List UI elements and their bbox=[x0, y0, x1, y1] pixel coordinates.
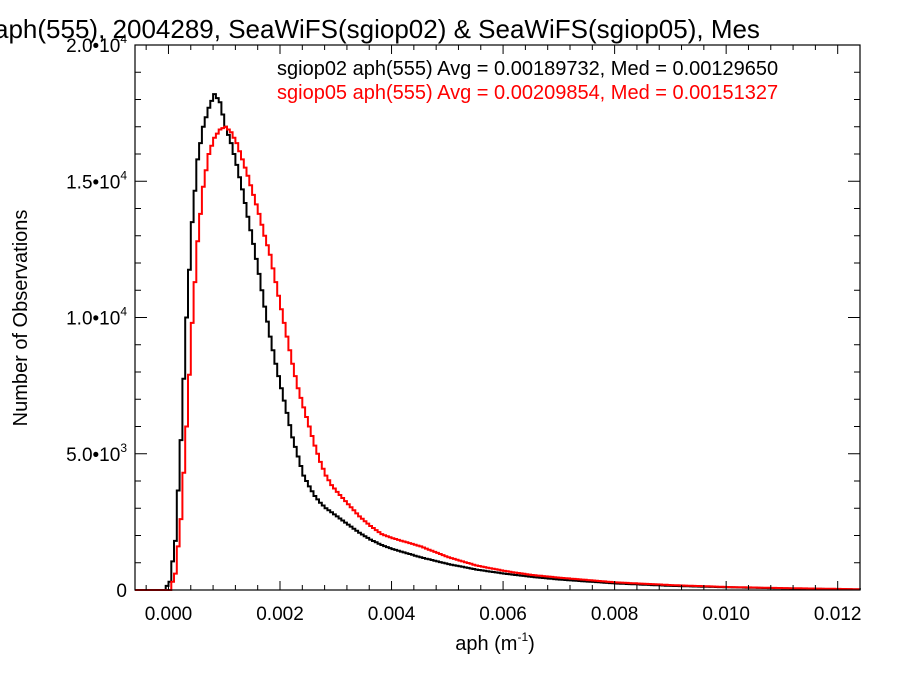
y-tick-exponent: 4 bbox=[120, 32, 127, 46]
y-tick-label: 5.0•103 bbox=[66, 441, 127, 466]
y-tick-label: 2.0•104 bbox=[66, 32, 127, 57]
y-axis-label: Number of Observations bbox=[10, 210, 32, 427]
x-tick-label: 0.002 bbox=[256, 604, 304, 625]
legend-entry-1: sgiop02 aph(555) Avg = 0.00189732, Med =… bbox=[277, 58, 778, 80]
x-tick-label: 0.010 bbox=[702, 604, 750, 625]
y-tick-mantissa: 5.0•10 bbox=[66, 445, 120, 466]
y-tick-label: 0 bbox=[116, 581, 127, 602]
y-tick-mantissa: 1.5•10 bbox=[66, 172, 120, 193]
y-tick-exponent: 4 bbox=[120, 168, 127, 182]
x-axis-label-exponent: -1 bbox=[517, 630, 528, 644]
x-axis-label-main: aph (m bbox=[455, 633, 517, 655]
x-tick-label: 0.006 bbox=[479, 604, 527, 625]
series-line-2 bbox=[135, 125, 860, 591]
y-tick-exponent: 3 bbox=[120, 441, 127, 455]
x-tick-label: 0.008 bbox=[591, 604, 639, 625]
x-tick-label: 0.004 bbox=[368, 604, 416, 625]
y-tick-label: 1.5•104 bbox=[66, 168, 127, 193]
x-tick-label: 0.000 bbox=[145, 604, 193, 625]
y-tick-mantissa: 0 bbox=[116, 581, 127, 602]
y-tick-exponent: 4 bbox=[120, 305, 127, 319]
x-axis-label-close: ) bbox=[528, 633, 535, 655]
y-tick-mantissa: 2.0•10 bbox=[66, 36, 120, 57]
legend-entry-2: sgiop05 aph(555) Avg = 0.00209854, Med =… bbox=[277, 82, 778, 104]
legend: sgiop02 aph(555) Avg = 0.00189732, Med =… bbox=[277, 58, 778, 104]
plot-frame bbox=[134, 44, 861, 591]
y-tick-label: 1.0•104 bbox=[66, 305, 127, 330]
chart-title: aph(555), 2004289, SeaWiFS(sgiop02) & Se… bbox=[0, 14, 760, 44]
x-axis-label: aph (m-1) bbox=[455, 630, 535, 655]
x-axis-ticks: 0.000 0.002 0.004 0.006 0.008 0.010 0.012 bbox=[145, 45, 862, 625]
x-tick-label: 0.012 bbox=[814, 604, 862, 625]
y-tick-mantissa: 1.0•10 bbox=[66, 309, 120, 330]
plot-series-group bbox=[135, 93, 861, 591]
